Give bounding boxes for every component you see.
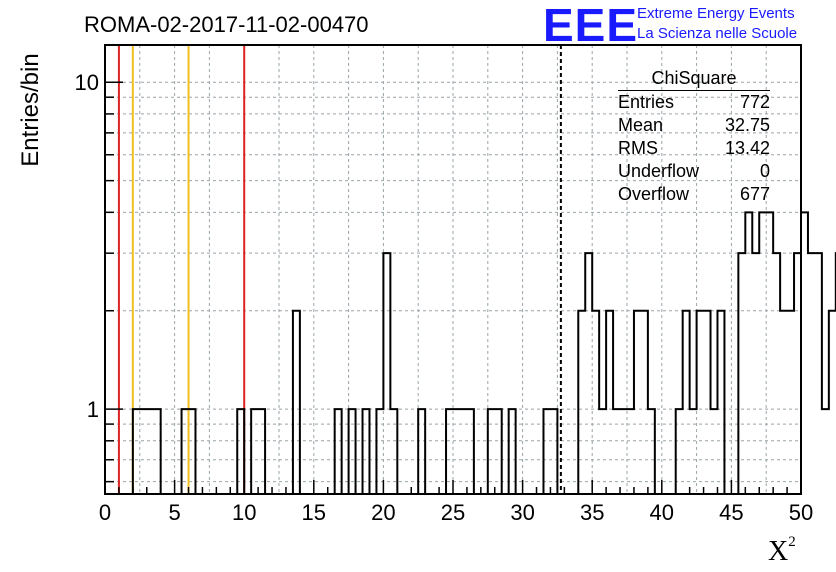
stats-label: Mean xyxy=(618,115,664,135)
stats-value: 0 xyxy=(759,161,770,181)
x-tick-label: 15 xyxy=(302,500,326,525)
stats-label: RMS xyxy=(618,138,658,158)
x-tick-label: 40 xyxy=(650,500,674,525)
stats-label: Entries xyxy=(618,92,675,112)
marker-lines xyxy=(117,45,562,494)
stats-row: Underflow 0 xyxy=(610,160,770,183)
stats-value: 13.42 xyxy=(724,138,770,158)
x-tick-label: 25 xyxy=(441,500,465,525)
stats-value: 772 xyxy=(739,92,770,112)
y-tick-label: 10 xyxy=(75,70,99,95)
x-tick-label: 45 xyxy=(719,500,743,525)
eee-logo: EEE xyxy=(543,0,639,51)
stats-value: 32.75 xyxy=(724,115,770,135)
stats-label: Overflow xyxy=(618,184,690,204)
y-tick-label: 1 xyxy=(87,397,99,422)
x-tick-label: 0 xyxy=(99,500,111,525)
stats-title: ChiSquare xyxy=(618,66,770,91)
x-axis-label: X2 xyxy=(768,533,796,567)
stats-row: Entries 772 xyxy=(610,91,770,114)
stats-row: RMS 13.42 xyxy=(610,137,770,160)
x-tick-label: 10 xyxy=(232,500,256,525)
stats-value: 677 xyxy=(739,184,770,204)
x-tick-label: 20 xyxy=(371,500,395,525)
x-tick-label: 30 xyxy=(510,500,534,525)
stats-row: Overflow 677 xyxy=(610,183,770,206)
logo-line-1: Extreme Energy Events xyxy=(637,5,795,22)
x-tick-label: 5 xyxy=(168,500,180,525)
stats-label: Underflow xyxy=(618,161,700,181)
stats-box: ChiSquare Entries 772 Mean 32.75 RMS 13.42 … xyxy=(610,66,770,206)
x-tick-label: 50 xyxy=(789,500,813,525)
axis-ticks: 0 5 10 15 20 25 30 35 40 45 50 1 10 xyxy=(75,70,814,525)
y-axis-label: Entries/bin xyxy=(17,53,44,167)
logo-line-2: La Scienza nelle Scuole xyxy=(637,25,798,42)
x-tick-label: 35 xyxy=(580,500,604,525)
stats-row: Mean 32.75 xyxy=(610,114,770,137)
chart-title: ROMA-02-2017-11-02-00470 xyxy=(84,12,369,37)
